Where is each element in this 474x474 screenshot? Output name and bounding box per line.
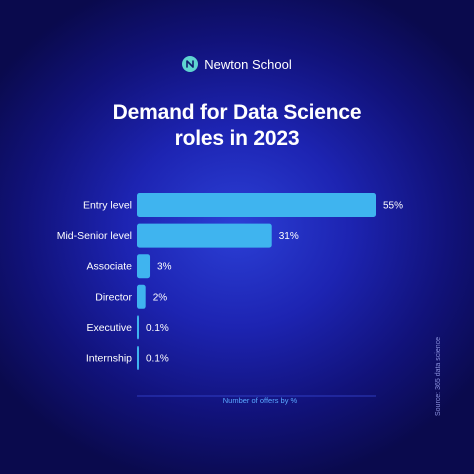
category-label: Executive — [86, 322, 132, 334]
value-label: 3% — [157, 262, 172, 273]
bar — [137, 346, 139, 370]
bar — [137, 223, 272, 248]
value-label: 31% — [279, 231, 299, 242]
chart-title-line-2: roles in 2023 — [174, 127, 300, 150]
brand-header: Newton School — [0, 56, 474, 72]
category-label: Director — [95, 291, 132, 303]
category-label: Associate — [86, 261, 132, 273]
source-note: Source: 365 data science — [435, 337, 442, 416]
source-note-wrap: Source: 365 data science — [432, 326, 442, 416]
value-label: 2% — [153, 292, 168, 303]
chart-title: Demand for Data Science roles in 2023 — [0, 100, 474, 152]
bar — [137, 284, 146, 309]
bar — [137, 254, 151, 279]
value-label: 55% — [383, 201, 403, 212]
value-label: 0.1% — [146, 323, 169, 334]
brand-name: Newton School — [204, 56, 292, 72]
category-label: Entry level — [83, 200, 132, 212]
bar — [137, 315, 139, 340]
category-label: Internship — [86, 353, 132, 365]
category-label: Mid-Senior level — [57, 230, 132, 242]
value-label: 0.1% — [146, 354, 169, 365]
bar — [137, 193, 376, 217]
newton-school-logo-icon — [182, 56, 199, 72]
x-axis-label: Number of offers by % — [223, 396, 298, 405]
chart-title-line-1: Demand for Data Science — [112, 101, 362, 124]
